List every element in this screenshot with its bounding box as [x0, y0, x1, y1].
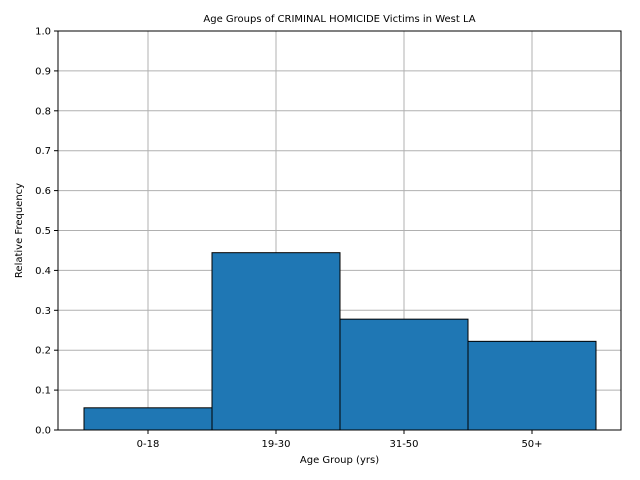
- y-tick-label: 0.7: [35, 146, 51, 157]
- x-tick-label: 31-50: [389, 439, 418, 450]
- y-tick-label: 0.4: [35, 266, 51, 277]
- y-axis-ticks: 0.0 0.1 0.2 0.3 0.4 0.5 0.6 0.7 0.8 0.9 1.0: [35, 27, 58, 437]
- y-tick-label: 0.2: [35, 346, 51, 357]
- x-tick-label: 0-18: [137, 439, 160, 450]
- x-axis-ticks: 0-18 19-30 31-50 50+: [137, 430, 543, 450]
- y-tick-label: 0.5: [35, 226, 51, 237]
- y-tick-label: 0.9: [35, 66, 51, 77]
- x-tick-label: 50+: [521, 439, 542, 450]
- y-tick-label: 0.8: [35, 106, 51, 117]
- bar-31-50: [339, 318, 469, 431]
- plot-frame: [57, 30, 622, 431]
- y-tick-label: 0.1: [35, 386, 51, 397]
- bar-50+: [467, 340, 597, 431]
- bar-19-30: [211, 252, 341, 431]
- y-tick-label: 0.3: [35, 306, 51, 317]
- y-tick-label: 0.6: [35, 186, 51, 197]
- x-axis-label: Age Group (yrs): [300, 455, 379, 466]
- y-tick-label: 0.0: [35, 426, 51, 437]
- x-tick-label: 19-30: [261, 439, 290, 450]
- bar-0-18: [83, 407, 213, 431]
- y-tick-label: 1.0: [35, 27, 51, 38]
- y-axis-label: Relative Frequency: [14, 183, 25, 278]
- chart-title: Age Groups of CRIMINAL HOMICIDE Victims …: [203, 14, 475, 25]
- bars: [83, 252, 597, 431]
